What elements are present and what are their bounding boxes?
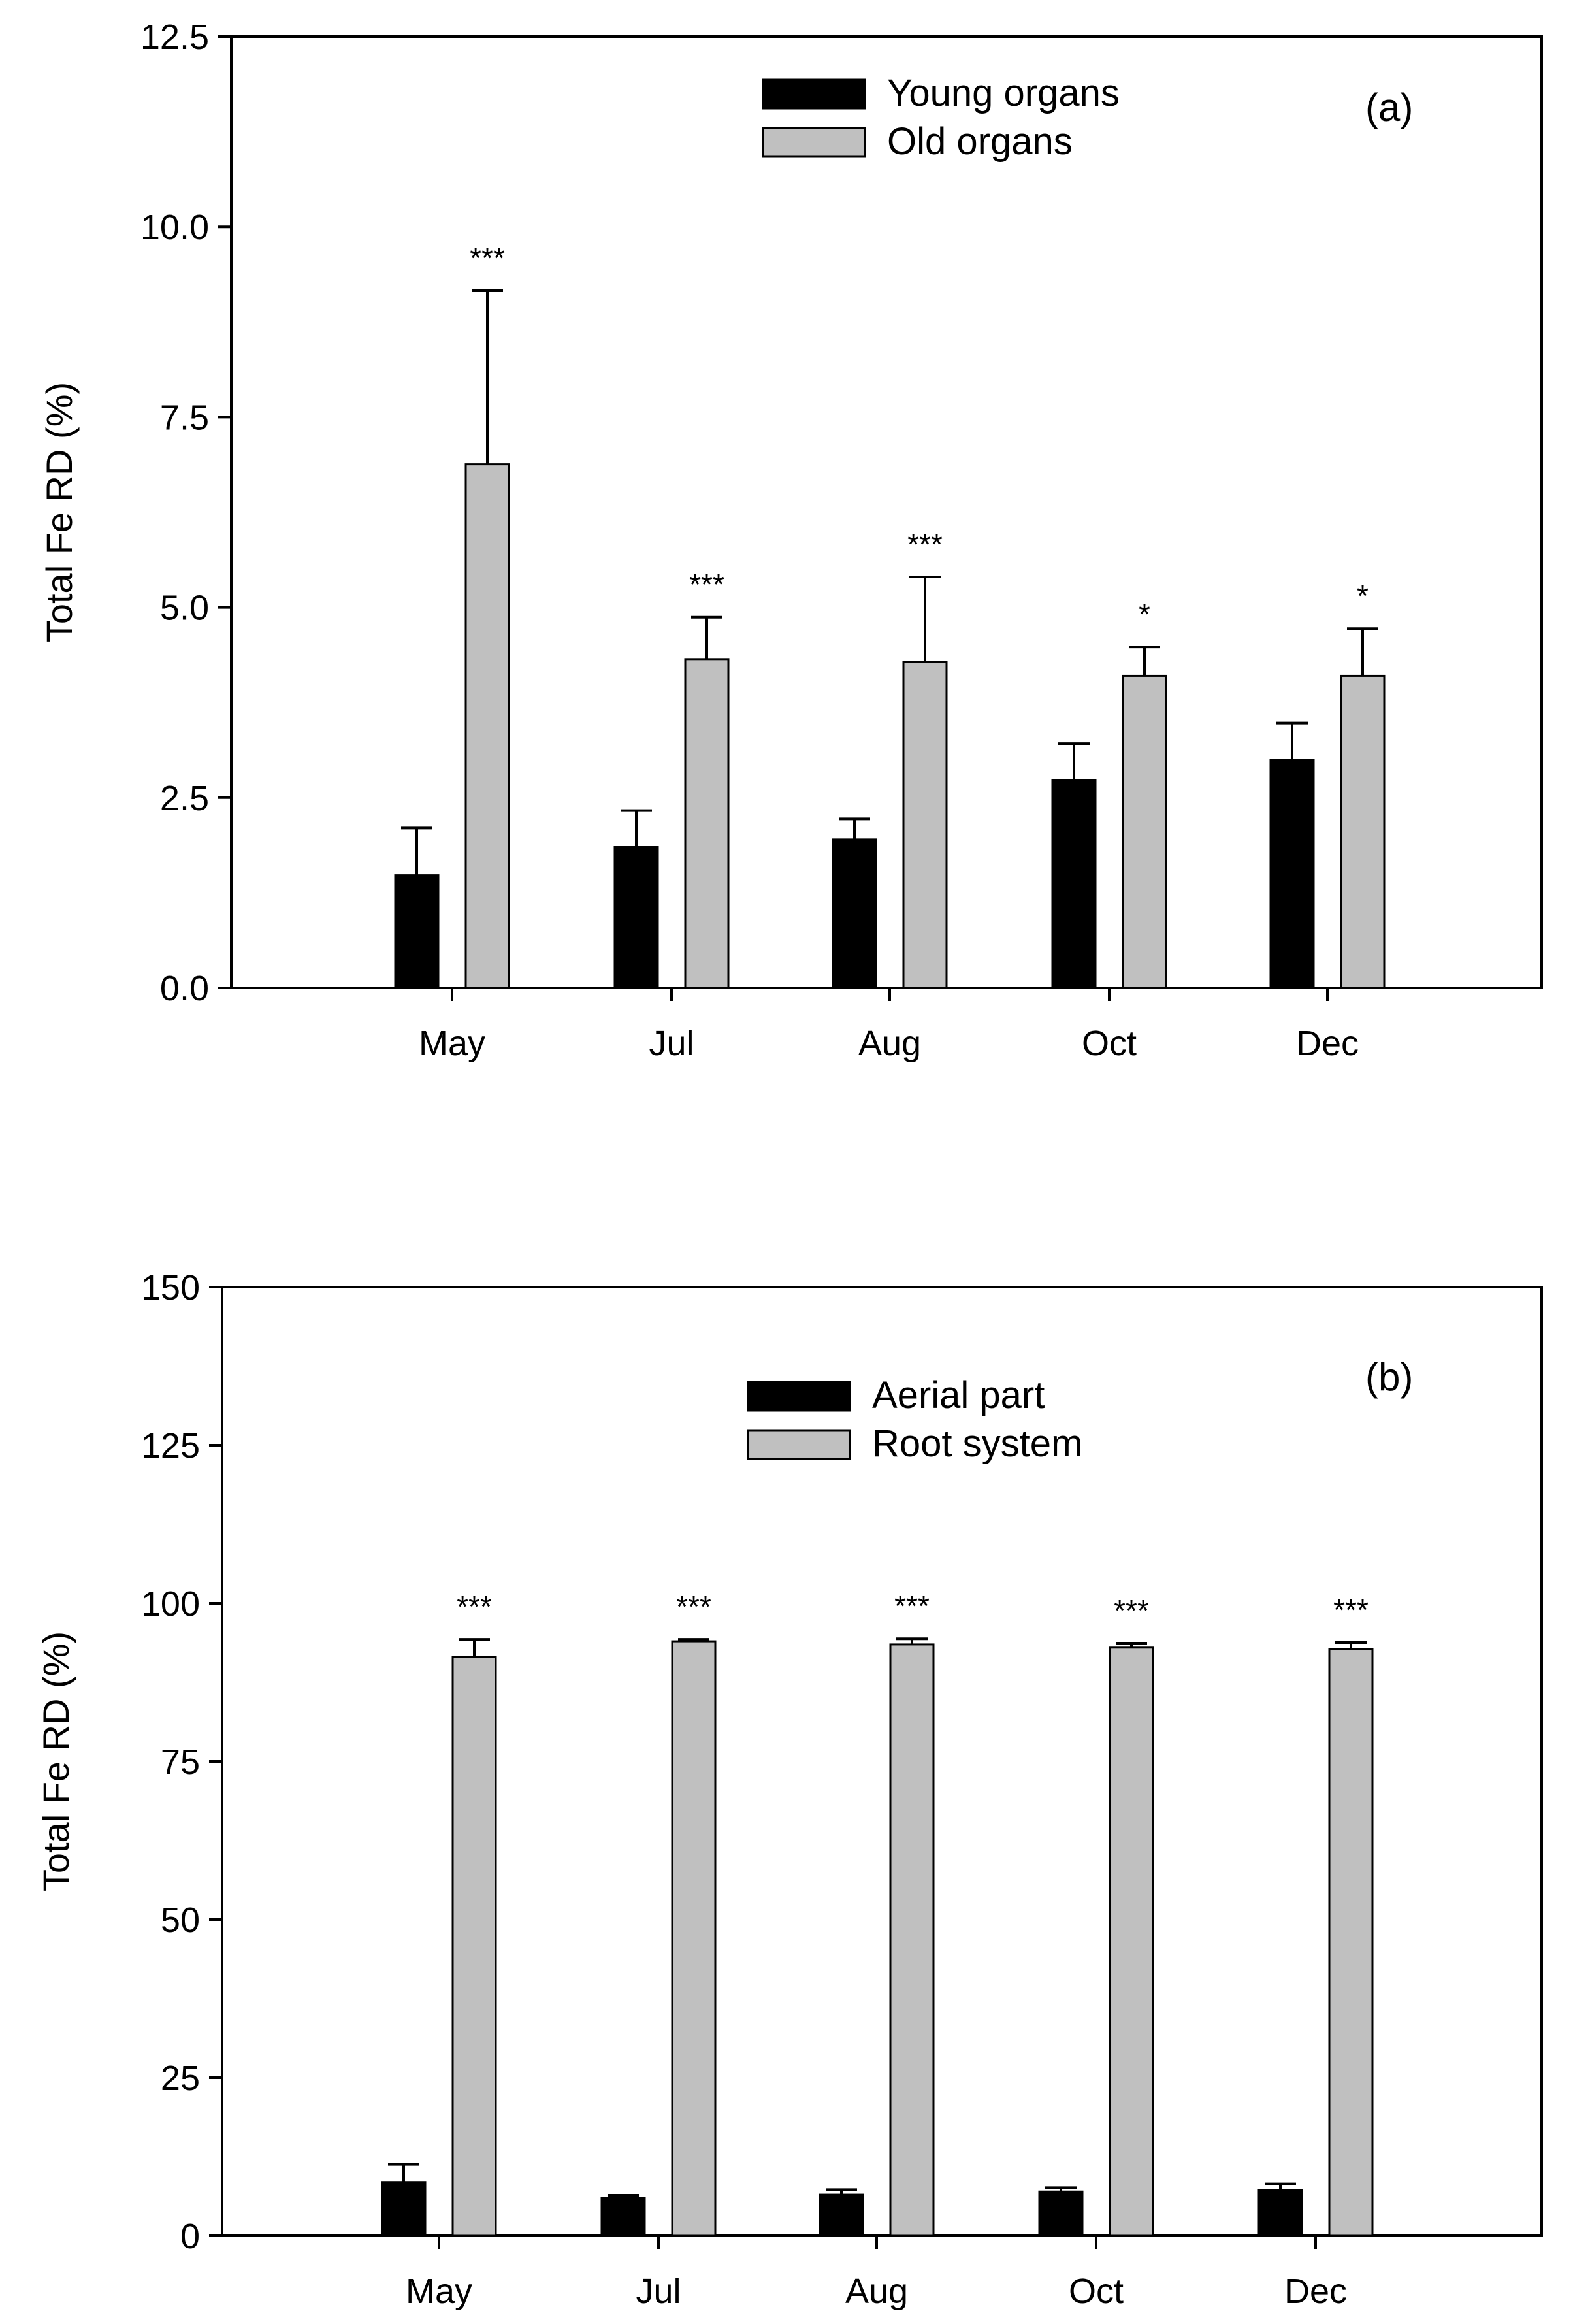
x-tick-label: Dec	[1296, 1024, 1359, 1063]
x-tick-label: Aug	[858, 1024, 921, 1063]
bar-light	[684, 658, 730, 989]
bar-light	[1109, 1646, 1154, 2237]
bar-light	[1328, 1648, 1374, 2237]
legend-label: Aerial part	[872, 1374, 1045, 1416]
bar-light	[464, 463, 510, 989]
legend-swatch	[747, 1429, 851, 1460]
y-tick-label: 100	[141, 1584, 200, 1624]
bar-dark	[832, 838, 877, 989]
x-tick-label: Jul	[649, 1024, 694, 1063]
y-tick-label: 5.0	[160, 589, 209, 628]
bar-dark	[381, 2181, 427, 2237]
y-tick-label: 75	[161, 1743, 200, 1782]
bar-dark	[819, 2193, 864, 2237]
chart-panel-a: 0.0 2.5 5.0 7.5 10.0 12.5 Total Fe RD (%) May Ju…	[39, 18, 1543, 1063]
y-tick-label: 150	[141, 1268, 200, 1307]
bar-dark	[1038, 2190, 1084, 2237]
legend-swatch	[762, 127, 866, 158]
panel-label: (a)	[1365, 86, 1413, 129]
legend-swatch	[762, 78, 866, 110]
bar-dark	[1257, 2189, 1303, 2237]
y-axis-title: Total Fe RD (%)	[35, 1631, 76, 1891]
significance-label: ***	[457, 1590, 492, 1624]
significance-label: ***	[676, 1590, 711, 1624]
bar-light	[671, 1640, 717, 2237]
x-tick-label: Oct	[1082, 1024, 1137, 1063]
y-tick-label: 2.5	[160, 779, 209, 818]
y-tick-label: 0.0	[160, 969, 209, 1008]
significance-label: *	[1357, 579, 1369, 613]
y-tick-label: 50	[161, 1901, 200, 1940]
bar-dark	[1051, 779, 1097, 989]
y-tick-label: 12.5	[140, 18, 209, 57]
chart-panel-b: 0 25 50 75 100 125 150 Total Fe RD (%) May Jul Aug…	[35, 1268, 1543, 2311]
x-tick-label: Aug	[845, 2272, 908, 2311]
significance-label: ***	[1333, 1593, 1369, 1627]
y-tick-label: 0	[180, 2217, 200, 2256]
bar-dark	[600, 2197, 646, 2237]
x-tick-label: Oct	[1069, 2272, 1124, 2311]
legend-swatch	[747, 1381, 851, 1412]
panel-label: (b)	[1365, 1355, 1413, 1399]
bar-light	[1122, 674, 1167, 989]
bar-light	[902, 661, 948, 989]
significance-label: *	[1139, 597, 1150, 631]
y-tick-label: 25	[161, 2059, 200, 2098]
y-tick-label: 7.5	[160, 398, 209, 437]
significance-label: ***	[1114, 1594, 1149, 1628]
bar-dark	[394, 874, 440, 989]
x-tick-label: May	[406, 2272, 472, 2311]
significance-label: ***	[470, 241, 505, 275]
bar-light	[451, 1656, 497, 2237]
bar-light	[889, 1643, 935, 2237]
x-tick-label: May	[419, 1024, 485, 1063]
plot-frame	[230, 35, 1543, 989]
legend-label: Root system	[872, 1422, 1082, 1465]
y-tick-label: 10.0	[140, 208, 209, 247]
x-tick-label: Dec	[1284, 2272, 1347, 2311]
bar-dark	[1269, 759, 1315, 989]
significance-label: ***	[907, 527, 943, 561]
significance-label: ***	[894, 1589, 930, 1623]
bar-light	[1340, 674, 1386, 989]
legend-label: Old organs	[887, 120, 1073, 163]
significance-label: ***	[689, 568, 724, 602]
legend-label: Young organs	[887, 72, 1120, 114]
y-tick-label: 125	[141, 1426, 200, 1465]
bar-dark	[613, 846, 659, 989]
y-axis-title: Total Fe RD (%)	[39, 382, 80, 642]
x-tick-label: Jul	[636, 2272, 681, 2311]
